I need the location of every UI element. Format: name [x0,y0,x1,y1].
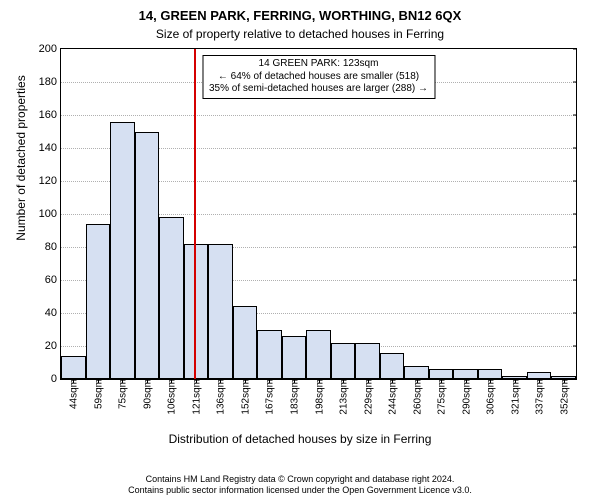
plot-area: 14 GREEN PARK: 123sqm ← 64% of detached … [60,48,577,380]
annotation-line-1: 14 GREEN PARK: 123sqm [209,58,428,71]
y-tick-label: 40 [45,307,61,319]
histogram-bar [86,224,111,379]
annotation-box: 14 GREEN PARK: 123sqm ← 64% of detached … [202,55,435,99]
x-tick-label: 213sqm [337,379,350,415]
x-tick-label: 44sqm [67,379,80,409]
y-tick-label: 140 [39,142,61,154]
histogram-bar [331,343,356,379]
x-tick-label: 290sqm [459,379,472,415]
histogram-bar [478,369,503,379]
y-tick-label: 160 [39,109,61,121]
x-tick-label: 152sqm [238,379,251,415]
y-tick-label: 100 [39,208,61,220]
footer-line-1: Contains HM Land Registry data © Crown c… [0,474,600,485]
annotation-line-3: 35% of semi-detached houses are larger (… [209,83,428,96]
y-tick-label: 0 [51,373,61,385]
histogram-bar [233,306,258,379]
x-tick-label: 229sqm [361,379,374,415]
x-tick-label: 136sqm [214,379,227,415]
chart-subtitle: Size of property relative to detached ho… [0,27,600,41]
y-axis-label: Number of detached properties [14,0,28,323]
x-tick-label: 275sqm [435,379,448,415]
histogram-bar [282,336,307,379]
histogram-bar [404,366,429,379]
y-tick-label: 180 [39,76,61,88]
histogram-bar [257,330,282,380]
histogram-bar [380,353,405,379]
x-tick-label: 198sqm [312,379,325,415]
y-tick-label: 60 [45,274,61,286]
x-tick-label: 106sqm [165,379,178,415]
x-tick-label: 260sqm [410,379,423,415]
x-tick-label: 59sqm [91,379,104,409]
chart-title: 14, GREEN PARK, FERRING, WORTHING, BN12 … [0,8,600,23]
histogram-bar [208,244,233,379]
reference-line [194,49,196,379]
x-tick-label: 306sqm [484,379,497,415]
y-tick-label: 200 [39,43,61,55]
x-tick-label: 352sqm [557,379,570,415]
x-tick-label: 121sqm [189,379,202,415]
x-tick-label: 321sqm [508,379,521,415]
x-tick-label: 183sqm [287,379,300,415]
x-axis-label: Distribution of detached houses by size … [0,432,600,446]
gridline [61,115,576,116]
x-tick-label: 167sqm [263,379,276,415]
x-tick-label: 337sqm [533,379,546,415]
histogram-bar [159,217,184,379]
annotation-line-2: ← 64% of detached houses are smaller (51… [209,71,428,84]
footer-line-2: Contains public sector information licen… [0,485,600,496]
x-tick-label: 75sqm [116,379,129,409]
y-tick-label: 80 [45,241,61,253]
histogram-bar [527,372,552,379]
histogram-bar [135,132,160,380]
footer-attribution: Contains HM Land Registry data © Crown c… [0,474,600,496]
histogram-bar [61,356,86,379]
histogram-bar [355,343,380,379]
histogram-bar [453,369,478,379]
histogram-bar [110,122,135,379]
x-tick-label: 90sqm [140,379,153,409]
histogram-bar [429,369,454,379]
histogram-bar [306,330,331,380]
y-tick-label: 20 [45,340,61,352]
x-tick-label: 244sqm [386,379,399,415]
chart-container: 14, GREEN PARK, FERRING, WORTHING, BN12 … [0,0,600,500]
y-tick-label: 120 [39,175,61,187]
